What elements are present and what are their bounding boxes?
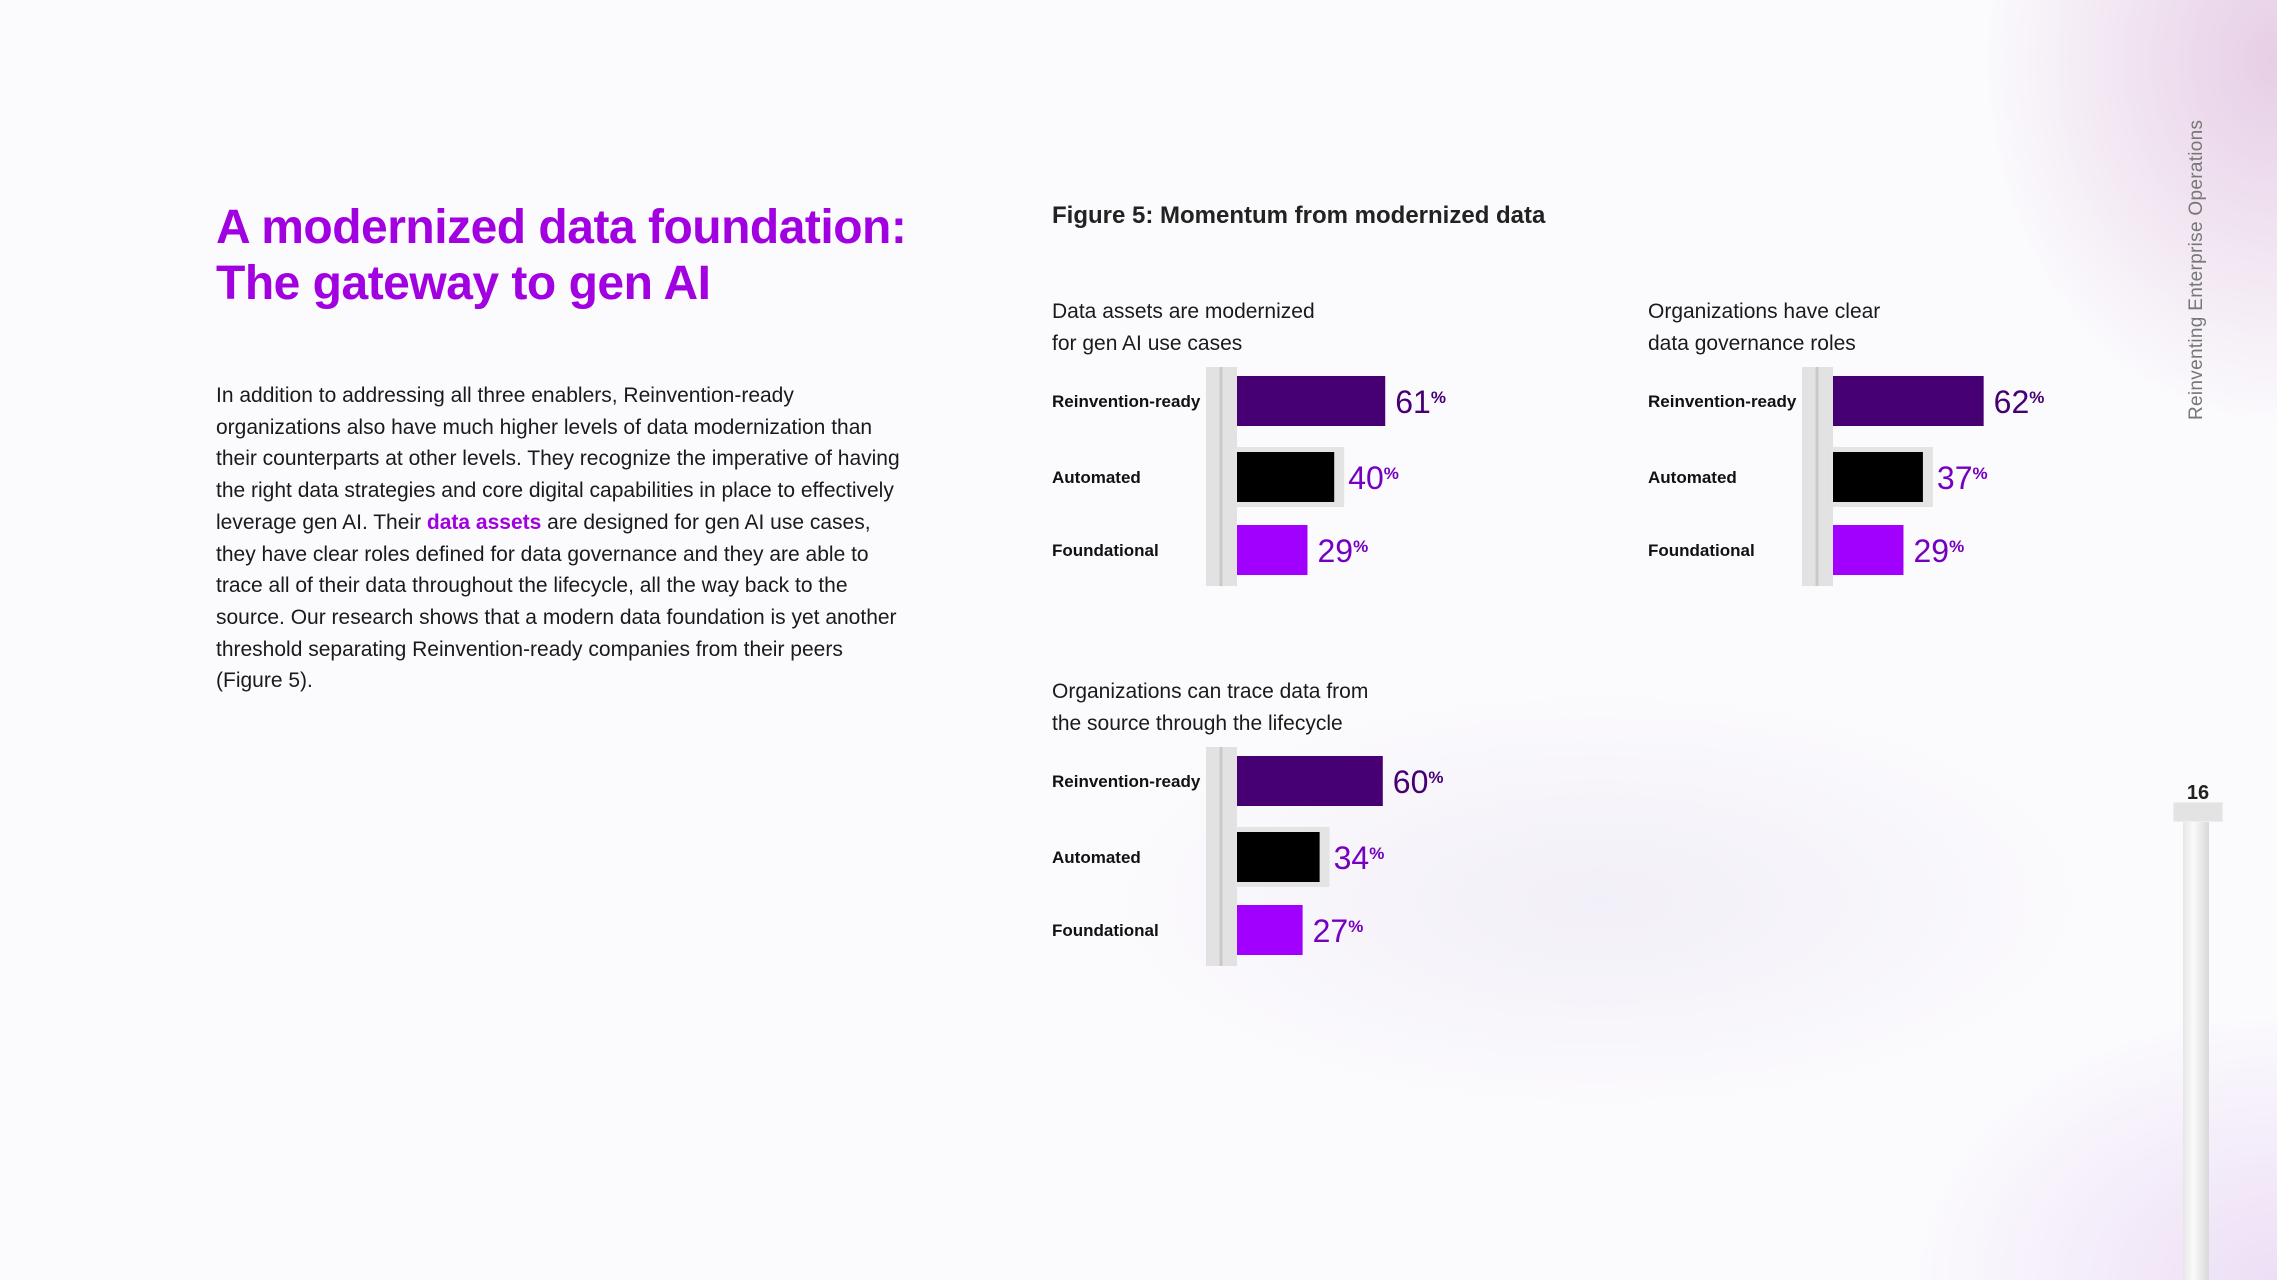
chart-title: Data assets are modernized for gen AI us… [1052,296,1532,360]
value-label: 29% [1317,533,1368,569]
bar-chart-data-assets: Reinvention-ready 61% Automated 40% Foundati… [1052,367,1446,586]
chart-panel-traceability: Organizations can trace data from the so… [1052,676,1572,976]
chart-title-line-2: for gen AI use cases [1052,332,1243,355]
category-label: Automated [1052,848,1141,867]
chart-title-line-1: Data assets are modernized [1052,300,1315,323]
value-label: 60% [1393,764,1444,800]
page-number: 16 [2186,782,2210,804]
body-text-before: In addition to addressing all three enab… [216,384,900,534]
value-label: 62% [1994,384,2045,420]
category-label: Reinvention-ready [1052,392,1201,411]
category-label: Foundational [1052,921,1159,940]
value-label: 40% [1348,460,1399,496]
page-title: A modernized data foundation: The gatewa… [216,200,907,312]
bar-reinvention-ready [1833,376,1984,426]
bar-reinvention-ready [1237,376,1386,426]
bar-chart-traceability: Reinvention-ready 60% Automated 34% Foundati… [1052,747,1444,966]
category-label: Foundational [1052,541,1159,560]
chart-title: Organizations can trace data from the so… [1052,676,1532,740]
body-paragraph: In addition to addressing all three enab… [216,380,906,697]
body-text-after: are designed for gen AI use cases, they … [216,510,897,693]
value-label: 29% [1913,533,1964,569]
side-section-label: Reinventing Enterprise Operations [2186,119,2207,420]
bar-foundational [1833,525,1904,575]
bar-foundational [1237,525,1308,575]
category-label: Automated [1052,468,1141,487]
chart-title: Organizations have clear data governance… [1648,296,2128,360]
page-title-line-2: The gateway to gen AI [216,257,711,310]
value-label: 34% [1334,840,1385,876]
category-label: Reinvention-ready [1648,392,1797,411]
figure-title: Figure 5: Momentum from modernized data [1052,202,1546,229]
chart-title-line-1: Organizations have clear [1648,300,1881,323]
category-label: Reinvention-ready [1052,772,1201,791]
category-label: Automated [1648,468,1737,487]
value-label: 37% [1937,460,1988,496]
page-title-line-1: A modernized data foundation: [216,201,907,254]
value-label: 61% [1395,384,1446,420]
bar-reinvention-ready [1237,756,1383,806]
bar-chart-governance: Reinvention-ready 62% Automated 37% Foundati… [1648,367,2045,586]
bar-automated [1237,832,1320,882]
category-label: Foundational [1648,541,1755,560]
data-assets-link[interactable]: data assets [426,510,542,534]
chart-title-line-2: data governance roles [1648,332,1856,355]
chart-panel-data-assets: Data assets are modernized for gen AI us… [1052,296,1572,596]
chart-title-line-2: the source through the lifecycle [1052,712,1343,735]
chart-panel-governance: Organizations have clear data governance… [1648,296,2168,596]
scrollbar-thumb[interactable] [2173,802,2223,822]
value-label: 27% [1313,913,1364,949]
chart-title-line-1: Organizations can trace data from [1052,680,1369,703]
bar-automated [1237,452,1335,502]
bar-foundational [1237,905,1303,955]
scrollbar-track[interactable] [2183,810,2209,1280]
bar-automated [1833,452,1923,502]
